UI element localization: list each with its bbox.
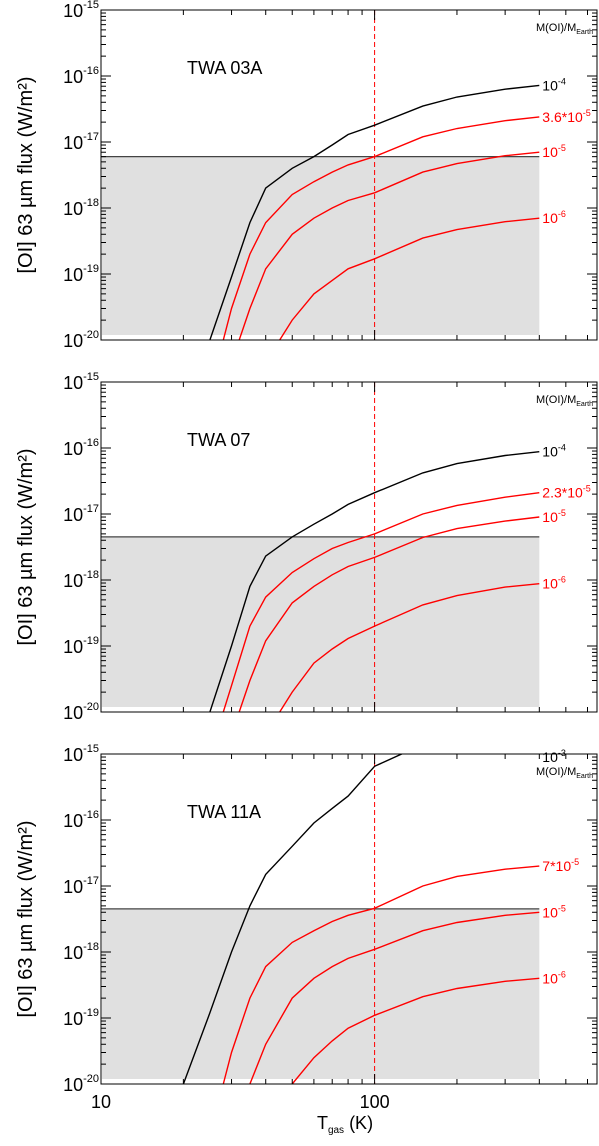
series-line-4 [279, 583, 540, 712]
panel-title: TWA 03A [187, 58, 262, 78]
upper-limit-region [102, 908, 540, 1079]
series-line-2 [222, 116, 540, 340]
upper-limit-region [102, 536, 540, 707]
upper-limit-region [102, 156, 540, 335]
y-tick-label: 10-18 [63, 941, 99, 963]
series-group [182, 754, 540, 1084]
panel-title: TWA 07 [187, 430, 250, 450]
y-tick-label: 10-15 [63, 0, 99, 21]
chart-panel-3: 10-3 7*10-5 10-5 10-6 10-15 10-16 10-17 10-18 10… [15, 743, 598, 1136]
y-tick-label: 10-18 [63, 197, 99, 219]
x-tick-label: 100 [360, 1092, 390, 1112]
series-label-4: 10-6 [542, 209, 566, 226]
y-axis-label: [OI] 63 µm flux (W/m²) [15, 76, 37, 273]
series-label-2: 2.3*10-5 [542, 484, 591, 501]
series-label-3: 10-5 [542, 143, 566, 160]
series-line-3 [238, 151, 540, 340]
chart-panel-2: 10-4 2.3*10-5 10-5 10-6 10-15 10-16 10-17 10-18… [15, 371, 598, 723]
series-group [209, 84, 540, 340]
series-label-3: 10-5 [542, 508, 566, 525]
y-tick-label: 10-18 [63, 569, 99, 591]
y-tick-label: 10-19 [63, 1007, 99, 1029]
y-tick-label: 10-20 [63, 701, 99, 723]
y-axis-label: [OI] 63 µm flux (W/m²) [15, 448, 37, 645]
y-tick-label: 10-16 [63, 437, 99, 459]
series-line-4 [279, 217, 540, 340]
y-tick-label: 10-15 [63, 371, 99, 393]
y-tick-label: 10-19 [63, 635, 99, 657]
chart-panel-1: 10-4 3.6*10-5 10-5 10-6 10-15 10-16 10-17 10-18… [15, 0, 598, 351]
panel-title: TWA 11A [187, 802, 261, 822]
series-line-2 [222, 865, 540, 1084]
legend-title: M(OI)/MEarth [536, 22, 593, 36]
axes-frame [100, 753, 598, 1085]
y-tick-label: 10-17 [63, 875, 99, 897]
series-line-1 [182, 754, 404, 1084]
series-label-1: 10-4 [542, 443, 566, 460]
y-tick-label: 10-16 [63, 809, 99, 831]
axes-frame [100, 381, 598, 713]
series-group [209, 451, 540, 712]
legend-title: M(OI)/MEarth [536, 394, 593, 408]
y-tick-label: 10-17 [63, 503, 99, 525]
series-label-2: 7*10-5 [542, 857, 579, 874]
series-line-1 [209, 84, 540, 340]
series-label-1: 10-3 [542, 748, 566, 765]
x-tick-label: 10 [91, 1092, 111, 1112]
x-axis-label: Tgas (K) [317, 1113, 373, 1136]
y-tick-label: 10-19 [63, 263, 99, 285]
y-tick-label: 10-20 [63, 329, 99, 351]
series-label-2: 3.6*10-5 [542, 108, 591, 125]
y-axis-label: [OI] 63 µm flux (W/m²) [15, 820, 37, 1017]
series-line-1 [209, 451, 540, 712]
series-line-4 [291, 977, 540, 1084]
series-label-3: 10-5 [542, 903, 566, 920]
series-line-3 [238, 516, 540, 712]
y-tick-label: 10-20 [63, 1073, 99, 1095]
series-label-4: 10-6 [542, 969, 566, 986]
y-tick-label: 10-17 [63, 131, 99, 153]
series-line-3 [249, 911, 540, 1084]
series-label-4: 10-6 [542, 575, 566, 592]
y-tick-label: 10-15 [63, 743, 99, 765]
series-label-1: 10-4 [542, 76, 566, 93]
y-tick-label: 10-16 [63, 65, 99, 87]
axes-frame [100, 9, 598, 341]
series-line-2 [222, 492, 540, 712]
legend-title: M(OI)/MEarth [536, 766, 593, 780]
